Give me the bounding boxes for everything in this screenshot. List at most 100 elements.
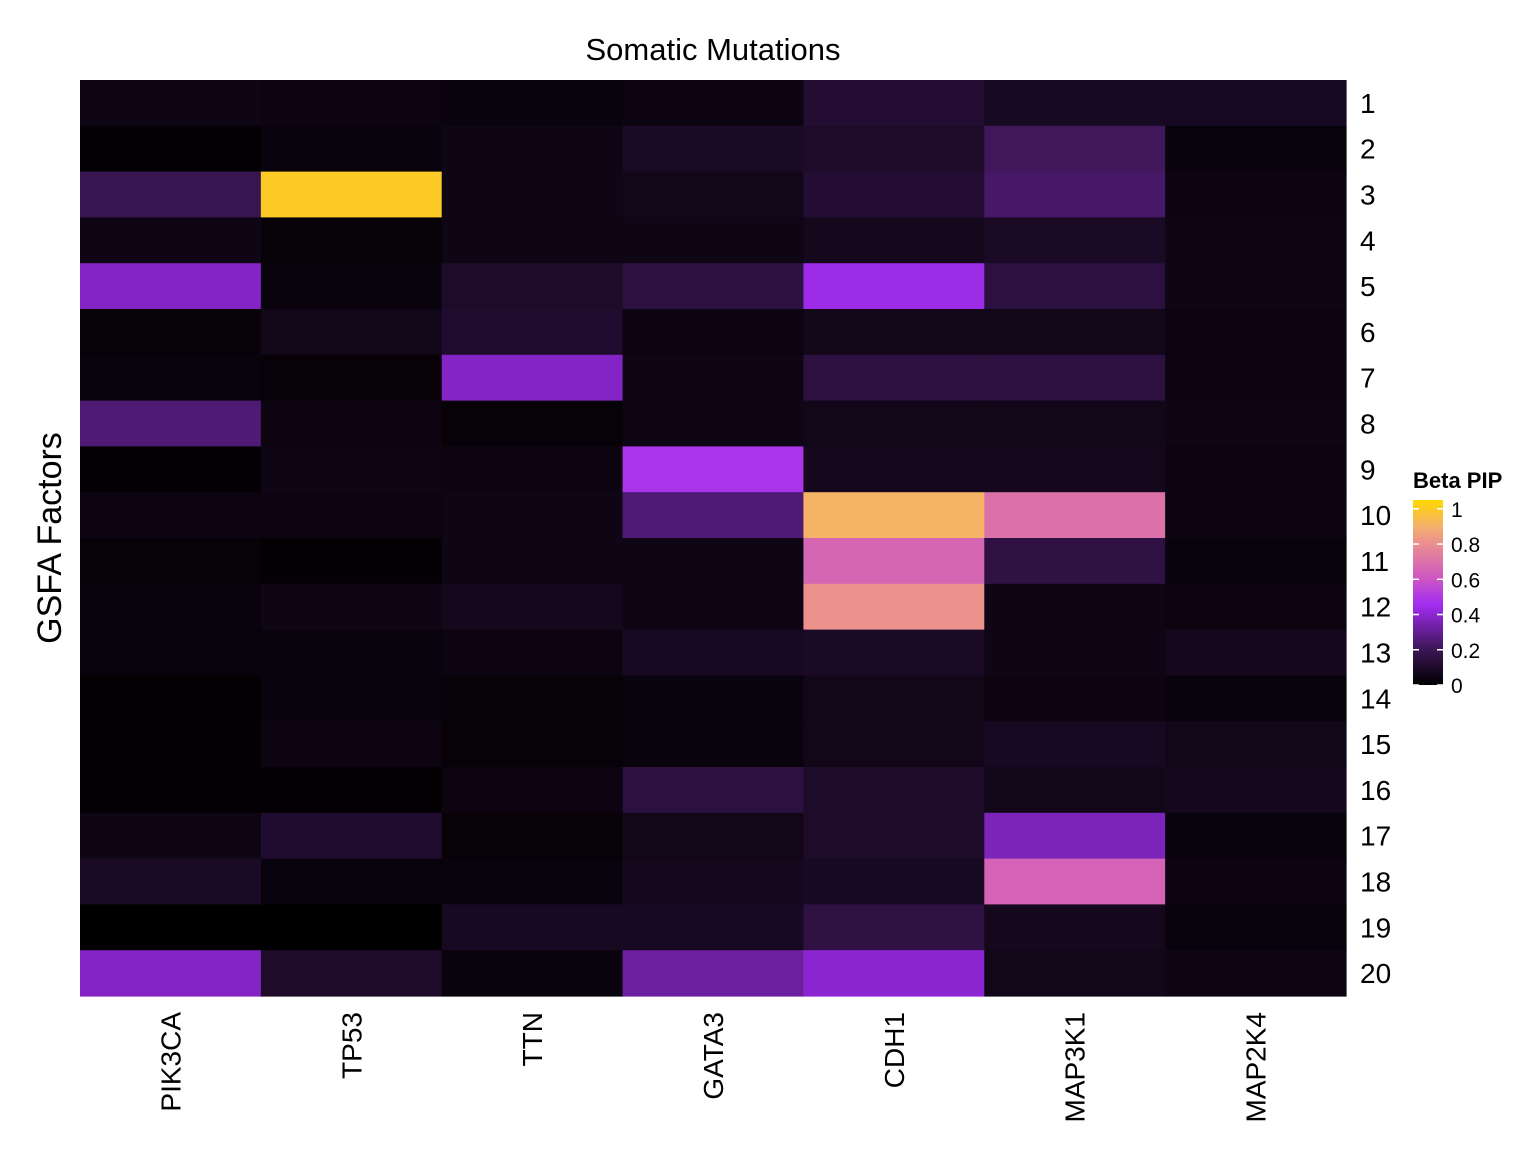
heatmap-cell [80, 263, 262, 310]
heatmap-cell [984, 950, 1166, 997]
heatmap-cell [1165, 125, 1347, 173]
y-tick-label: 20 [1360, 958, 1391, 989]
heatmap-cell [803, 858, 985, 905]
heatmap-cell [260, 812, 443, 860]
heatmap-cell [441, 263, 624, 310]
heatmap-cell [1165, 263, 1347, 310]
heatmap-cell [803, 171, 985, 218]
y-tick-label: 12 [1360, 592, 1391, 623]
legend-tick-label: 0.6 [1451, 569, 1480, 592]
heatmap-cell [984, 217, 1166, 264]
heatmap-cell [441, 858, 624, 905]
heatmap-cell [984, 904, 1166, 951]
y-tick-label: 11 [1360, 546, 1389, 577]
heatmap-cell [622, 80, 805, 127]
heatmap-cell [80, 629, 262, 676]
heatmap-cell [803, 675, 985, 722]
heatmap-cell [622, 125, 805, 173]
heatmap-cell [622, 812, 805, 860]
heatmap-cell [1165, 309, 1347, 356]
heatmap-cell [260, 904, 443, 951]
heatmap-cell [984, 721, 1166, 768]
heatmap-cell [441, 629, 624, 676]
y-tick-label: 19 [1360, 912, 1391, 943]
heatmap-cell [622, 904, 805, 951]
heatmap-cell [260, 721, 443, 768]
x-tick-label: TTN [517, 1012, 548, 1066]
heatmap-cell [622, 400, 805, 447]
heatmap-cell [803, 492, 985, 539]
heatmap-cell [803, 446, 985, 493]
heatmap-cell [984, 400, 1166, 447]
heatmap-cell [622, 767, 805, 814]
heatmap-cell [984, 629, 1166, 676]
heatmap-cell [1165, 812, 1347, 860]
heatmap-cell [260, 217, 443, 264]
y-tick-label: 7 [1360, 363, 1376, 394]
heatmap-cell [80, 446, 262, 493]
heatmap-cell [260, 354, 443, 402]
heatmap-cell [1165, 767, 1347, 814]
heatmap-cell [1165, 400, 1347, 447]
heatmap-cell [984, 354, 1166, 402]
heatmap-cell [984, 767, 1166, 814]
heatmap-cell [803, 263, 985, 310]
y-tick-label: 16 [1360, 775, 1391, 806]
heatmap-cell [622, 446, 805, 493]
heatmap-cell [984, 125, 1166, 173]
heatmap-cell [1165, 721, 1347, 768]
heatmap-cell [260, 675, 443, 722]
heatmap-cell [260, 309, 443, 356]
heatmap-cell [80, 538, 262, 585]
heatmap-cell [803, 583, 985, 631]
heatmap-cell [441, 217, 624, 264]
legend-tick-label: 0.8 [1451, 534, 1480, 557]
heatmap-cell [441, 492, 624, 539]
heatmap-cell [441, 171, 624, 218]
y-tick-label: 6 [1360, 317, 1376, 348]
heatmap-cell [260, 538, 443, 585]
legend-tick-label: 1 [1451, 499, 1463, 522]
heatmap-cell [80, 675, 262, 722]
heatmap-cell [80, 309, 262, 356]
heatmap-cell [80, 217, 262, 264]
x-tick-labels: PIK3CA TP53 TTN GATA3 CDH1 MAP3K1 MAP2K4 [155, 1012, 1271, 1123]
heatmap-cell [441, 812, 624, 860]
heatmap-cell [441, 80, 624, 127]
legend-tick-label: 0.2 [1451, 640, 1480, 663]
heatmap-cell [80, 904, 262, 951]
heatmap-cell [1165, 583, 1347, 631]
x-tick-label: GATA3 [698, 1012, 729, 1100]
heatmap-cell [260, 767, 443, 814]
heatmap-cell [803, 125, 985, 173]
heatmap-cell [622, 263, 805, 310]
y-tick-label: 3 [1360, 180, 1376, 211]
heatmap-cell [1165, 629, 1347, 676]
heatmap-cell [622, 171, 805, 218]
heatmap-cells [80, 80, 1347, 997]
heatmap-cell [441, 767, 624, 814]
heatmap-cell [803, 309, 985, 356]
heatmap-cell [80, 858, 262, 905]
y-tick-label: 18 [1360, 867, 1391, 898]
y-tick-label: 15 [1360, 729, 1391, 760]
heatmap-cell [622, 858, 805, 905]
heatmap-cell [260, 125, 443, 173]
y-tick-label: 1 [1360, 88, 1376, 119]
heatmap-cell [80, 812, 262, 860]
y-tick-label: 17 [1360, 821, 1391, 852]
legend-ticks: 0 0.2 0.4 0.6 0.8 1 [1413, 499, 1481, 698]
legend-title: Beta PIP [1413, 468, 1502, 493]
heatmap-cell [80, 583, 262, 631]
heatmap-cell [803, 354, 985, 402]
legend-tick-label: 0.4 [1451, 605, 1481, 628]
heatmap-cell [1165, 950, 1347, 997]
heatmap-cell [80, 125, 262, 173]
heatmap-cell [260, 263, 443, 310]
heatmap-cell [622, 354, 805, 402]
heatmap-cell [803, 950, 985, 997]
heatmap-cell [260, 80, 443, 127]
heatmap-cell [260, 629, 443, 676]
heatmap-cell [622, 721, 805, 768]
